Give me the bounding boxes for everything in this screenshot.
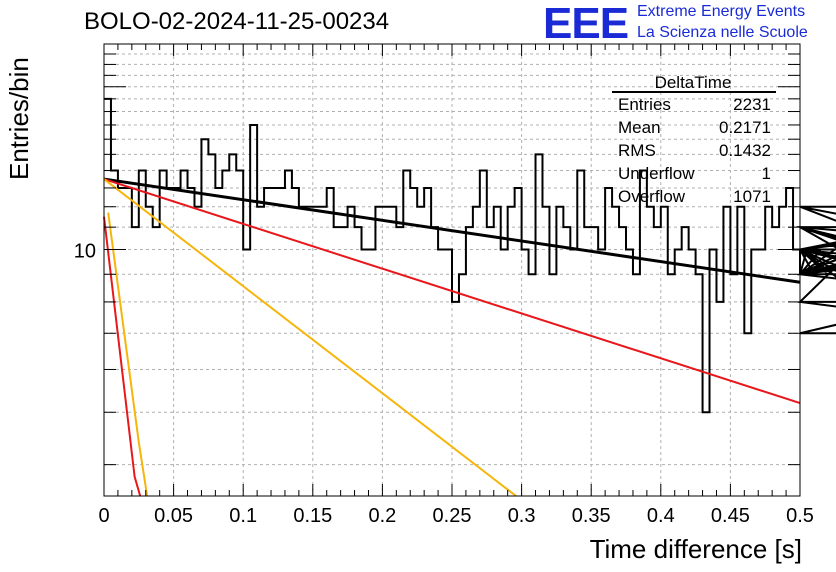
x-tick-label: 0.25 [433,505,472,527]
stats-box: DeltaTime Entries 2231 Mean 0.2171 RMS 0.1432… [612,73,776,206]
x-axis-label: Time difference [s] [589,534,802,564]
stats-value: 0.2171 [719,118,771,137]
fit-line-3 [103,178,517,497]
stats-label: Mean [618,118,661,137]
x-tick-label: 0 [98,505,109,527]
y-axis-label: Entries/bin [4,57,34,180]
chart-title: BOLO-02-2024-11-25-00234 [84,8,390,35]
y-tick-label: 10 [74,241,96,263]
logo-line-2: La Scienza nelle Scuole [637,24,808,41]
fit-line-2 [103,178,801,405]
logo-line-1: Extreme Energy Events [637,3,806,20]
stats-box-title: DeltaTime [655,73,732,92]
stats-value: 0.1432 [719,141,771,160]
stats-label: Overflow [618,187,686,206]
stats-value: 1 [762,164,771,183]
eee-logo: EEE [543,0,629,48]
fit-line-4 [107,212,149,497]
stats-label: RMS [618,141,656,160]
x-tick-label: 0.05 [154,505,193,527]
stats-label: Entries [618,95,671,114]
fit-lines [103,177,801,497]
x-tick-label: 0.35 [572,505,611,527]
y-tick-labels: 10 [74,241,96,263]
x-tick-labels: 0 0.05 0.1 0.15 0.2 0.25 0.3 0.35 0.4 0.45 0.5 [98,505,813,527]
fit-line-1 [103,177,801,284]
x-tick-label: 0.2 [368,505,396,527]
x-tick-label: 0.3 [508,505,536,527]
x-tick-label: 0.5 [786,505,814,527]
stats-label: Underflow [618,164,695,183]
x-tick-label: 0.1 [229,505,257,527]
x-tick-label: 0.45 [711,505,750,527]
axis-ticks [103,43,801,496]
x-tick-label: 0.4 [647,505,675,527]
stats-value: 2231 [733,95,771,114]
stats-value: 1071 [733,187,771,206]
fit-line-5 [103,216,142,497]
x-tick-label: 0.15 [293,505,332,527]
